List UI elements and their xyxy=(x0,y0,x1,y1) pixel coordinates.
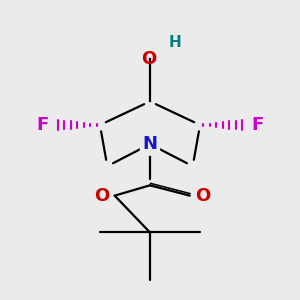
Text: H: H xyxy=(168,35,181,50)
Text: F: F xyxy=(37,116,49,134)
Text: F: F xyxy=(251,116,263,134)
Text: O: O xyxy=(94,187,110,205)
Text: O: O xyxy=(195,187,210,205)
Text: O: O xyxy=(141,50,156,68)
Text: N: N xyxy=(142,135,158,153)
